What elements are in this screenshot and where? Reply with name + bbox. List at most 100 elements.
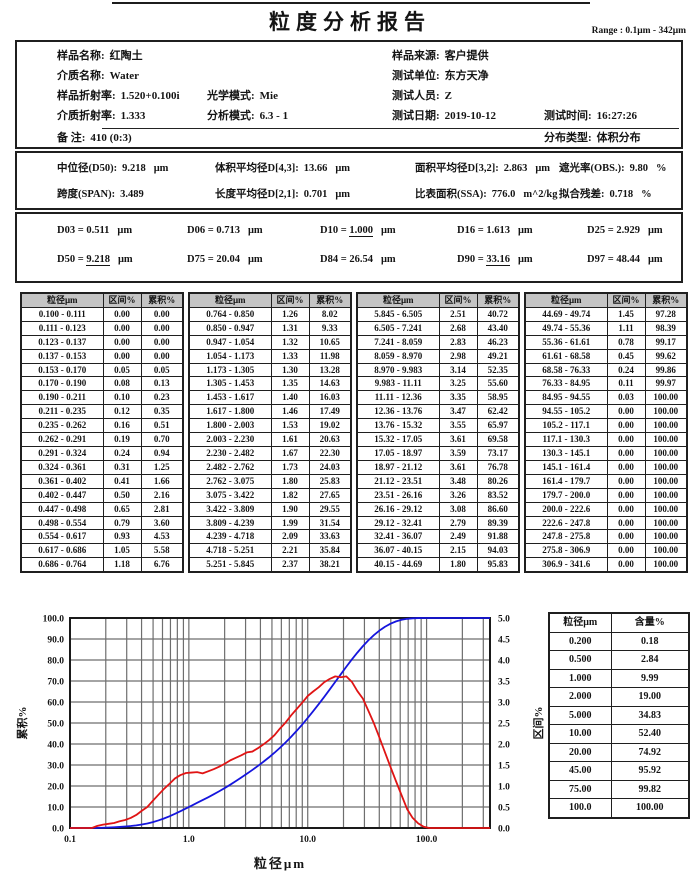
dist-cell-size: 0.764 - 0.850: [188, 306, 272, 322]
dist-row: 55.36 - 61.61 0.78 99.17: [524, 334, 688, 350]
dist-row: 117.1 - 130.3 0.00 100.00: [524, 432, 688, 447]
dist-row: 0.498 - 0.554 0.79 3.60: [20, 515, 184, 531]
summary-value: 2.863: [503, 163, 528, 174]
dist-cell-interval: 0.00: [102, 306, 142, 322]
content-cell-size: 45.00: [548, 761, 612, 781]
dist-cell-interval: 3.47: [438, 404, 478, 420]
dist-cell-cumulative: 73.17: [476, 445, 520, 461]
dist-cell-cumulative: 100.00: [644, 529, 688, 545]
dist-col-header: 区间%: [270, 292, 310, 308]
y-axis-left-tick: 50.0: [47, 720, 64, 730]
dist-cell-cumulative: 20.63: [308, 432, 352, 447]
summary-unit: %: [656, 163, 667, 174]
summary-item: 中位径(D50): 9.218 μm: [57, 160, 168, 175]
field-value: 16:27:26: [596, 110, 637, 122]
dist-cell-interval: 2.98: [438, 348, 478, 364]
field-medium-ri: 介质折射率: 1.333: [57, 107, 145, 123]
dist-cell-cumulative: 99.97: [644, 376, 688, 392]
dvalue-item: D75 = 20.04 μm: [187, 254, 263, 265]
field-label: 介质名称:: [57, 70, 105, 82]
field-test-unit: 测试单位: 东方天净: [392, 67, 489, 83]
dist-cell-interval: 0.00: [102, 334, 142, 350]
content-cell-percent: 95.92: [610, 761, 690, 781]
dist-row: 247.8 - 275.8 0.00 100.00: [524, 529, 688, 545]
dist-col-header: 累积%: [140, 292, 184, 308]
dist-cell-size: 26.16 - 29.12: [356, 501, 440, 517]
dist-cell-size: 3.422 - 3.809: [188, 501, 272, 517]
summary-label: 中位径(D50):: [57, 163, 118, 174]
dist-cell-interval: 1.90: [270, 501, 310, 517]
dist-cell-size: 130.3 - 145.1: [524, 445, 608, 461]
content-cell-size: 2.000: [548, 687, 612, 707]
dist-cell-cumulative: 31.54: [308, 515, 352, 531]
dist-cell-cumulative: 55.60: [476, 376, 520, 392]
dist-cell-cumulative: 0.94: [140, 445, 184, 461]
dist-row: 130.3 - 145.1 0.00 100.00: [524, 445, 688, 461]
dist-cell-interval: 3.55: [438, 418, 478, 434]
dist-row: 0.617 - 0.686 1.05 5.58: [20, 543, 184, 559]
dist-cell-interval: 3.61: [438, 459, 478, 475]
info-row: 样品折射率: 1.520+0.100i 光学模式: Mie 测试人员: Z: [17, 87, 681, 107]
dist-row: 0.170 - 0.190 0.08 0.13: [20, 376, 184, 392]
field-label: 测试日期:: [392, 110, 440, 122]
dvalue-unit: μm: [647, 254, 663, 265]
dvalue-unit: μm: [517, 254, 533, 265]
y-axis-right-tick: 0.5: [498, 804, 510, 814]
dist-col-header: 粒径μm: [20, 292, 104, 308]
content-cell-percent: 0.18: [610, 631, 690, 651]
dist-group-table: 粒径μm 区间% 累积% 0.764 - 0.850 1.26 8.02 0.850 - 0…: [188, 292, 352, 574]
dist-header-row: 粒径μm 区间% 累积%: [356, 292, 520, 308]
field-sample-source: 样品来源: 客户提供: [392, 47, 489, 63]
dist-row: 4.239 - 4.718 2.09 33.63: [188, 529, 352, 545]
dist-cell-cumulative: 11.98: [308, 348, 352, 364]
field-value: 6.3 - 1: [259, 110, 289, 122]
dist-cell-interval: 0.00: [606, 501, 646, 517]
dist-cell-size: 13.76 - 15.32: [356, 418, 440, 434]
dist-cell-size: 7.241 - 8.059: [356, 334, 440, 350]
dist-cell-interval: 0.79: [102, 515, 142, 531]
dist-row: 23.51 - 26.16 3.26 83.52: [356, 487, 520, 503]
dist-cell-size: 3.075 - 3.422: [188, 487, 272, 503]
dist-cell-cumulative: 69.58: [476, 432, 520, 447]
dist-cell-size: 306.9 - 341.6: [524, 557, 608, 573]
dvalue-unit: μm: [117, 254, 133, 265]
summary-item: 比表面积(SSA): 776.0 m^2/kg: [415, 186, 558, 201]
field-value: 客户提供: [444, 50, 489, 62]
dist-row: 105.2 - 117.1 0.00 100.00: [524, 418, 688, 434]
field-value: 体积分布: [596, 132, 641, 144]
content-cell-size: 100.0: [548, 798, 612, 818]
dvalue-item: D84 = 26.54 μm: [320, 254, 396, 265]
dist-row: 3.809 - 4.239 1.99 31.54: [188, 515, 352, 531]
field-value: 410 (0:3): [90, 132, 132, 144]
field-value: Water: [109, 70, 139, 82]
dist-row: 40.15 - 44.69 1.80 95.83: [356, 557, 520, 573]
dist-cell-interval: 0.00: [606, 404, 646, 420]
dist-row: 5.845 - 6.505 2.51 40.72: [356, 306, 520, 322]
dist-cell-cumulative: 97.28: [644, 306, 688, 322]
dist-row: 0.361 - 0.402 0.41 1.66: [20, 473, 184, 489]
page-title: 粒度分析报告: [269, 10, 431, 34]
summary-box: 中位径(D50): 9.218 μm 体积平均径D[4,3]: 13.66 μm 面积平均径…: [15, 151, 683, 210]
field-label: 介质折射率:: [57, 110, 116, 122]
dist-row: 2.003 - 2.230 1.61 20.63: [188, 432, 352, 447]
dist-row: 0.947 - 1.054 1.32 10.65: [188, 334, 352, 350]
content-cell-size: 1.000: [548, 668, 612, 688]
y-axis-left-tick: 20.0: [47, 783, 64, 793]
dist-cell-size: 0.137 - 0.153: [20, 348, 104, 364]
dist-row: 0.100 - 0.111 0.00 0.00: [20, 306, 184, 322]
dist-cell-size: 0.262 - 0.291: [20, 432, 104, 447]
dist-cell-cumulative: 14.63: [308, 376, 352, 392]
dist-cell-cumulative: 27.65: [308, 487, 352, 503]
dist-cell-size: 0.402 - 0.447: [20, 487, 104, 503]
y-axis-right-tick: 1.5: [498, 762, 510, 772]
dist-cell-cumulative: 83.52: [476, 487, 520, 503]
dvalue-name: D06 =: [187, 225, 217, 236]
dvalue-item: D90 = 33.16 μm: [457, 254, 533, 266]
dist-cell-interval: 1.11: [606, 320, 646, 336]
dist-cell-size: 61.61 - 68.58: [524, 348, 608, 364]
dist-cell-size: 1.617 - 1.800: [188, 404, 272, 420]
dist-cell-size: 0.111 - 0.123: [20, 320, 104, 336]
dist-cell-size: 0.100 - 0.111: [20, 306, 104, 322]
info-row: 介质名称: Water 测试单位: 东方天净: [17, 67, 681, 87]
